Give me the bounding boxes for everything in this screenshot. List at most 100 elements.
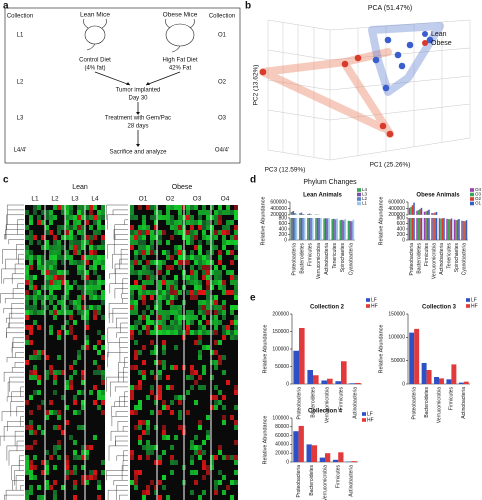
heatmap-cell — [93, 455, 97, 460]
y-tick-label: 200 — [279, 232, 288, 238]
heatmap-cell — [202, 305, 206, 310]
bar — [313, 375, 319, 384]
heatmap-cell — [29, 240, 33, 245]
heatmap-cell — [170, 400, 174, 405]
heatmap-cell — [230, 345, 234, 350]
heatmap-cell — [222, 360, 226, 365]
heatmap-cell — [162, 290, 166, 295]
heatmap-cell — [41, 280, 45, 285]
heatmap-cell — [178, 365, 182, 370]
heatmap-cell — [218, 275, 222, 280]
heatmap-cell — [166, 365, 170, 370]
heatmap-cell — [85, 270, 89, 275]
heatmap-cell — [73, 400, 77, 405]
heatmap-cell — [150, 340, 154, 345]
heatmap-cell — [85, 275, 89, 280]
heatmap-cell — [166, 445, 170, 450]
heatmap-cell — [226, 345, 230, 350]
group-label: Lean — [72, 184, 88, 191]
heatmap-cell — [101, 310, 105, 315]
heatmap-cell — [53, 250, 57, 255]
step-label: Day 30 — [128, 96, 148, 102]
heatmap-cell — [81, 405, 85, 410]
heatmap-cell — [154, 220, 158, 225]
y-tick-label: 50000 — [391, 358, 405, 364]
heatmap-cell — [198, 455, 202, 460]
heatmap-cell — [170, 245, 174, 250]
heatmap-cell — [162, 495, 166, 500]
heatmap-cell — [162, 425, 166, 430]
heatmap-cell — [45, 270, 49, 275]
heatmap-cell — [49, 380, 53, 385]
heatmap-cell — [69, 450, 73, 455]
heatmap-cell — [142, 360, 146, 365]
heatmap-cell — [146, 220, 150, 225]
heatmap-cell — [170, 410, 174, 415]
heatmap-cell — [57, 460, 61, 465]
heatmap-cell — [73, 470, 77, 475]
heatmap-cell — [101, 440, 105, 445]
y-tick-label: 150000 — [388, 311, 405, 317]
heatmap-cell — [154, 360, 158, 365]
heatmap-cell — [170, 270, 174, 275]
heatmap-cell — [222, 440, 226, 445]
heatmap-cell — [206, 255, 210, 260]
heatmap-cell — [198, 490, 202, 495]
heatmap-cell — [206, 485, 210, 490]
heatmap-cell — [210, 435, 214, 440]
heatmap-cell — [97, 355, 101, 360]
heatmap-cell — [134, 330, 138, 335]
heatmap-cell — [162, 485, 166, 490]
heatmap-cell — [218, 315, 222, 320]
heatmap-cell — [218, 255, 222, 260]
heatmap-cell — [162, 480, 166, 485]
heatmap-cell — [222, 420, 226, 425]
heatmap-cell — [69, 410, 73, 415]
bar — [316, 214, 319, 240]
heatmap-cell — [190, 480, 194, 485]
heatmap-cell — [190, 495, 194, 500]
heatmap-cell — [29, 405, 33, 410]
heatmap-cell — [138, 250, 142, 255]
heatmap-cell — [25, 335, 29, 340]
heatmap-cell — [162, 235, 166, 240]
heatmap-cell — [130, 485, 134, 490]
heatmap-cell — [166, 335, 170, 340]
heatmap-cell — [170, 235, 174, 240]
heatmap-cell — [53, 365, 57, 370]
heatmap-cell — [202, 250, 206, 255]
heatmap-cell — [130, 380, 134, 385]
heatmap-cell — [158, 315, 162, 320]
heatmap-cell — [158, 485, 162, 490]
heatmap-cell — [206, 495, 210, 500]
heatmap-cell — [170, 385, 174, 390]
heatmap-cell — [218, 345, 222, 350]
heatmap-cell — [206, 450, 210, 455]
heatmap-cell — [202, 370, 206, 375]
heatmap-cell — [45, 260, 49, 265]
heatmap-cell — [57, 245, 61, 250]
heatmap-cell — [226, 360, 230, 365]
heatmap-cell — [37, 405, 41, 410]
heatmap-cell — [93, 385, 97, 390]
heatmap-cell — [170, 415, 174, 420]
heatmap-cell — [198, 240, 202, 245]
heatmap-cell — [162, 475, 166, 480]
heatmap-cell — [162, 210, 166, 215]
heatmap-cell — [45, 350, 49, 355]
heatmap-cell — [93, 240, 97, 245]
heatmap-cell — [49, 325, 53, 330]
heatmap-cell — [206, 355, 210, 360]
heatmap-cell — [142, 390, 146, 395]
heatmap-cell — [214, 480, 218, 485]
heatmap-cell — [198, 385, 202, 390]
heatmap-cell — [150, 375, 154, 380]
heatmap-cell — [158, 405, 162, 410]
heatmap-cell — [234, 355, 238, 360]
heatmap-cell — [69, 455, 73, 460]
heatmap-cell — [33, 380, 37, 385]
heatmap-cell — [178, 345, 182, 350]
y-axis-label: Relative Abundance — [378, 197, 384, 246]
heatmap-cell — [130, 420, 134, 425]
heatmap-cell — [154, 215, 158, 220]
